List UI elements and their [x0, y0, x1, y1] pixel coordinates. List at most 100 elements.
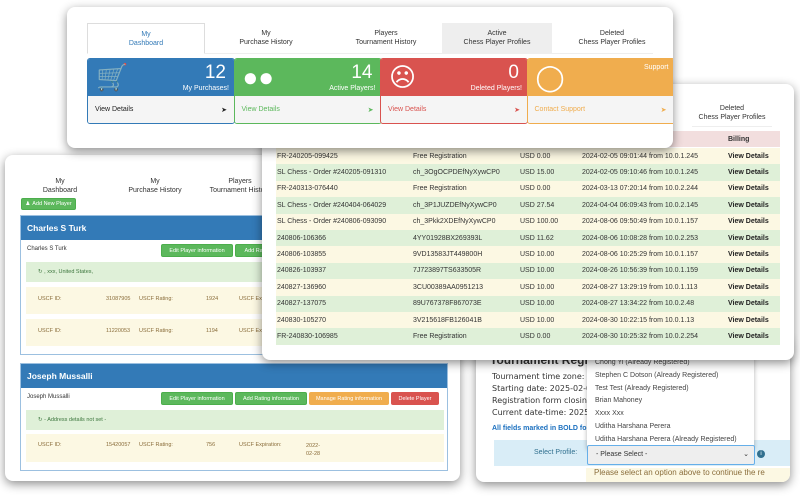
player-subname: Charles S Turk — [27, 246, 67, 252]
uscf-rating-value: 756 — [206, 442, 216, 448]
manage-rating-button[interactable]: Manage Rating information — [309, 392, 389, 405]
uscf-rating-label: USCF Rating: — [139, 442, 173, 448]
table-row: 240827-137075 89U767378F867073E USD 10.00 2… — [276, 295, 780, 312]
tab-line: Players — [228, 178, 252, 185]
table-cell: 240827-136960 — [277, 283, 327, 291]
tab-deleted-profiles[interactable]: Deleted Chess Player Profiles — [692, 104, 772, 127]
view-details-link[interactable]: View Details — [728, 169, 769, 177]
tab-line: Dashboard — [128, 40, 164, 47]
tab-dashboard[interactable]: My Dashboard — [35, 177, 85, 195]
billing-column-header: Billing — [728, 135, 750, 143]
arrow-circle-right-icon: ➤ — [221, 106, 227, 114]
profile-option[interactable]: Stephen C Dotson (Already Registered) — [595, 371, 719, 379]
arrow-circle-right-icon: ➤ — [367, 106, 374, 114]
table-row: SL Chess - Order #240806-093090 ch_3Pkk2X… — [276, 213, 780, 230]
table-cell: 240806-106366 — [277, 234, 327, 242]
user-icon: ♟ — [25, 201, 31, 207]
table-cell: Free Registration — [413, 333, 467, 341]
edit-player-button[interactable]: Edit Player information — [161, 244, 233, 257]
table-row: 240827-136960 3CU00389AA0951213 USD 10.00 2… — [276, 279, 780, 296]
rating-row: USCF ID: 15420057 USCF Rating: 756 USCF … — [26, 434, 444, 462]
table-row: 240826-103937 7J723897TS633505R USD 10.00 2… — [276, 262, 780, 280]
profile-option[interactable]: Test Test (Already Registered) — [595, 384, 689, 392]
stat-caption: Support — [643, 64, 669, 71]
table-cell: ch_3Pkk2XDEfNyXywCP0 — [413, 218, 496, 226]
stat-caption: Deleted Players! — [470, 85, 522, 92]
tab-purchase-history[interactable]: My Purchase History — [115, 177, 195, 195]
profile-options-list: Chong Yi (Already Registered) Stephen C … — [587, 355, 754, 448]
dashboard-window: My Dashboard My Purchase History Players Tour… — [67, 7, 673, 148]
profile-option[interactable]: Chong Yi (Already Registered) — [595, 359, 690, 366]
table-cell: USD 100.00 — [520, 218, 559, 226]
player-panel: Joseph Mussalli Joseph Mussalli Edit Pla… — [20, 363, 448, 471]
profile-option[interactable]: Xxxx Xxx — [595, 410, 624, 418]
refresh-icon: ↻ — [38, 269, 45, 275]
select-profile-dropdown[interactable]: - Please Select - ⌄ — [587, 445, 755, 465]
edit-player-button[interactable]: Edit Player information — [161, 392, 233, 405]
link-label: View Details — [388, 106, 427, 113]
table-cell: 2024-03-13 07:20:14 from 10.0.2.244 — [582, 185, 698, 193]
tab-chess-player-profiles[interactable]: Active Chess Player Profiles — [442, 23, 552, 54]
tab-line: My — [141, 31, 151, 38]
select-value: - Please Select - — [596, 451, 648, 458]
view-details-link[interactable]: View Details — [728, 283, 769, 291]
table-cell: 4YY01928BX269393L — [413, 234, 483, 242]
table-cell: 2024-08-27 13:34:22 from 10.0.2.48 — [582, 300, 695, 308]
table-cell: 2024-02-05 09:01:44 from 10.0.1.245 — [582, 152, 698, 160]
table-cell: Free Registration — [413, 185, 467, 193]
table-cell: ch_3P1JUZDEfNyXywCP0 — [413, 201, 497, 209]
info-icon[interactable]: i — [757, 450, 765, 458]
tab-dashboard[interactable]: My Dashboard — [87, 23, 205, 54]
table-cell: 2024-08-30 10:22:15 from 10.0.1.13 — [582, 316, 695, 324]
tab-tournament-history[interactable]: Players Tournament History — [200, 177, 280, 195]
button-label: Edit Player information — [169, 395, 225, 402]
view-details-link[interactable]: View Details — [728, 267, 769, 275]
button-label: Delete Player — [398, 395, 432, 402]
table-cell: USD 0.00 — [520, 333, 551, 341]
uscf-exp-value: 2022-02-28 — [306, 443, 321, 457]
button-label: Add New Player — [32, 201, 72, 207]
view-details-link[interactable]: View Details — [728, 251, 769, 259]
tab-divider — [87, 53, 653, 54]
uscf-exp-label: USCF Exp — [239, 328, 265, 334]
delete-player-button[interactable]: Delete Player — [391, 392, 439, 405]
uscf-rating-label: USCF Rating: — [139, 328, 173, 334]
link-label: Contact Support — [534, 106, 586, 113]
tab-tournament-history[interactable]: Players Tournament History — [327, 23, 445, 54]
table-cell: 3V215618FB126041B — [413, 316, 482, 324]
view-details-link[interactable]: View Details — [728, 316, 769, 324]
view-details-link[interactable]: View Details — [728, 185, 769, 193]
stat-link[interactable]: Contact Support ➤ — [527, 96, 673, 123]
stat-link[interactable]: View Details ➤ — [234, 96, 381, 123]
tab-purchase-history[interactable]: My Purchase History — [207, 23, 325, 54]
player-name-header: Joseph Mussalli — [21, 364, 447, 388]
stat-panel: ◯ Support Contact Support ➤ — [526, 58, 673, 124]
tab-chess-player-profiles[interactable]: Deleted Chess Player Profiles — [557, 23, 667, 54]
profile-option[interactable]: Brian Mahoney — [595, 397, 643, 405]
stat-link[interactable]: View Details ➤ — [381, 96, 527, 123]
table-cell: 2024-08-27 13:29:19 from 10.0.1.113 — [582, 283, 698, 291]
table-cell: USD 27.54 — [520, 201, 555, 209]
add-new-player-button[interactable]: ♟ Add New Player — [21, 198, 76, 210]
stat-value: 0 — [508, 62, 519, 83]
stat-link[interactable]: View Details ➤ — [88, 96, 234, 123]
select-profile-label: Select Profile: — [534, 449, 578, 456]
stat-value: 12 — [204, 62, 226, 83]
link-label: View Details — [95, 106, 134, 113]
table-cell: USD 10.00 — [520, 267, 555, 275]
profile-option[interactable]: Uditha Harshana Perera — [595, 422, 671, 430]
bold-fields-note: All fields marked in BOLD fo — [492, 425, 587, 432]
view-details-link[interactable]: View Details — [728, 152, 769, 160]
table-cell: 2024-08-26 10:56:39 from 10.0.1.159 — [582, 267, 698, 275]
view-details-link[interactable]: View Details — [728, 201, 769, 209]
cart-icon: 🛒 — [96, 62, 129, 92]
add-rating-button[interactable]: Add Rating information — [235, 392, 307, 405]
view-details-link[interactable]: View Details — [728, 234, 769, 242]
profile-option[interactable]: Uditha Harshana Perera (Already Register… — [595, 435, 737, 443]
uscf-id-value: 15420057 — [106, 442, 131, 448]
view-details-link[interactable]: View Details — [728, 218, 769, 226]
table-cell: SL Chess - Order #240404-064029 — [277, 201, 387, 209]
table-cell: 89U767378F867073E — [413, 300, 482, 308]
view-details-link[interactable]: View Details — [728, 333, 769, 341]
view-details-link[interactable]: View Details — [728, 300, 769, 308]
